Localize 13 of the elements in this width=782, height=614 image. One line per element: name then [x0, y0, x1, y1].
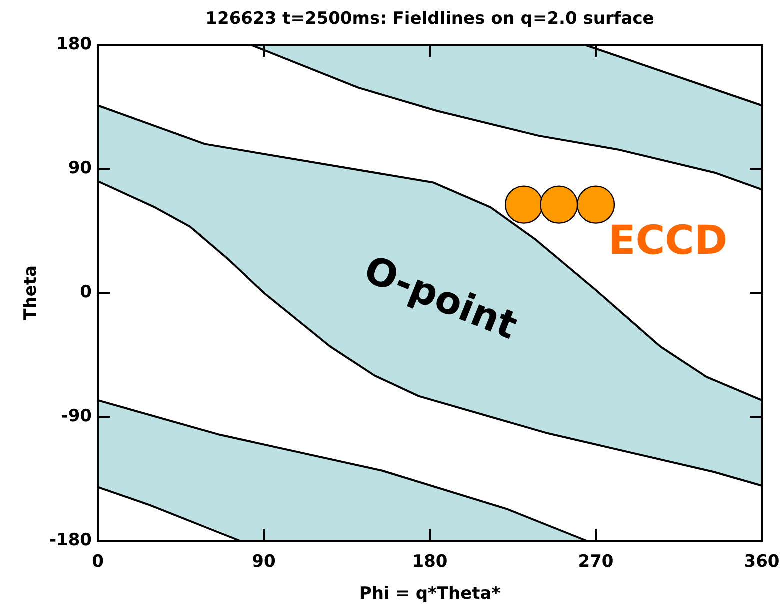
y-tick-label: 0 — [80, 282, 92, 303]
x-tick-label: 270 — [578, 552, 614, 572]
y-tick-label: 180 — [56, 34, 92, 55]
y-axis-title: Theta — [21, 266, 41, 320]
y-tick-label: -90 — [61, 406, 92, 427]
y-tick-label: 90 — [68, 158, 92, 179]
x-tick-label: 360 — [744, 552, 780, 572]
x-tick-label: 90 — [252, 552, 276, 572]
chart-title: 126623 t=2500ms: Fieldlines on q=2.0 surface — [206, 9, 654, 29]
annotation: ECCD — [608, 218, 728, 264]
x-tick-label: 180 — [412, 552, 448, 572]
x-axis-title: Phi = q*Theta* — [359, 584, 501, 604]
y-tick-label: -180 — [49, 530, 92, 551]
